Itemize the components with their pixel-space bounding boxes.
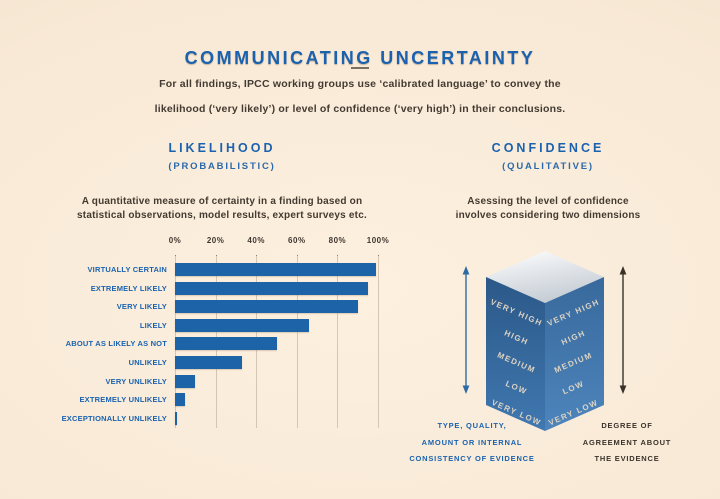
- evidence-caption-line-1: TYPE, QUALITY,: [437, 421, 507, 430]
- gridline: [296, 256, 298, 428]
- agreement-caption-line-1: DEGREE OF: [601, 421, 653, 430]
- bar: [175, 281, 368, 295]
- cube-right-face: [545, 277, 604, 431]
- bar-label: LIKELY: [139, 320, 167, 330]
- page-title: COMMUNICATING UNCERTAINTY: [184, 48, 536, 69]
- confidence-heading: CONFIDENCE: [491, 141, 605, 155]
- page-subtitle: For all findings, IPCC working groups us…: [0, 72, 720, 122]
- evidence-axis-arrow: [462, 266, 470, 394]
- x-axis-tick-label: 20%: [206, 236, 225, 245]
- bar-label: EXTREMELY UNLIKELY: [79, 395, 167, 405]
- agreement-arrowhead-down-icon: [619, 385, 627, 394]
- bar-label: VERY UNLIKELY: [105, 376, 167, 386]
- bar: [175, 374, 196, 388]
- bar-label: VIRTUALLY CERTAIN: [87, 265, 167, 274]
- agreement-caption-line-3: THE EVIDENCE: [594, 454, 660, 463]
- gridline: [378, 256, 379, 428]
- evidence-arrowhead-down-icon: [462, 385, 470, 394]
- likelihood-subheading: (PROBABILISTIC): [168, 161, 276, 172]
- agreement-arrowhead-up-icon: [619, 266, 627, 275]
- bar: [175, 300, 358, 314]
- likelihood-chart: 0% 20% 40% 60% 80% 100% VIRTUALLY CERTAIN EXTRE…: [61, 236, 393, 431]
- evidence-caption-line-3: CONSISTENCY OF EVIDENCE: [409, 454, 535, 463]
- evidence-axis-caption: TYPE, QUALITY, AMOUNT OR INTERNAL CONSIS…: [382, 418, 562, 468]
- bar-label: UNLIKELY: [128, 358, 167, 367]
- likelihood-section-header: LIKELIHOOD (PROBABILISTIC) A quantitativ…: [27, 141, 417, 222]
- gridline: [337, 256, 339, 428]
- bar-label: VERY LIKELY: [116, 302, 167, 312]
- confidence-description-line-2: involves considering two dimensions: [455, 209, 641, 221]
- agreement-caption-line-2: AGREEMENT ABOUT: [582, 437, 672, 447]
- agreement-axis-caption: DEGREE OF AGREEMENT ABOUT THE EVIDENCE: [537, 418, 717, 468]
- bar-label: EXTREMELY LIKELY: [90, 283, 167, 293]
- confidence-cube-figure: VERY HIGH HIGH MEDIUM LOW VERY LOW VERY …: [462, 251, 627, 431]
- subtitle-line-1: For all findings, IPCC working groups us…: [159, 78, 561, 90]
- bar: [175, 411, 178, 425]
- evidence-caption-line-2: AMOUNT OR INTERNAL: [421, 437, 523, 447]
- bar-label: ABOUT AS LIKELY AS NOT: [65, 339, 167, 349]
- bar: [175, 263, 376, 276]
- bar-label: EXCEPTIONALLY UNLIKELY: [61, 413, 167, 423]
- x-axis-tick-label: 0%: [168, 236, 182, 245]
- agreement-axis-arrow: [619, 266, 627, 394]
- likelihood-description-line-2: statistical observations, model results,…: [77, 209, 367, 221]
- x-axis-tick-label: 80%: [328, 236, 347, 245]
- subtitle-line-2: likelihood (‘very likely’) or level of c…: [154, 103, 566, 115]
- likelihood-heading: LIKELIHOOD: [168, 141, 276, 155]
- confidence-subheading: (QUALITATIVE): [502, 161, 594, 172]
- confidence-section-header: CONFIDENCE (QUALITATIVE) Asessing the le…: [408, 141, 688, 222]
- cube-left-face: [486, 277, 545, 431]
- bar: [175, 337, 277, 351]
- x-axis-tick-label: 60%: [288, 236, 306, 245]
- bar: [175, 356, 242, 369]
- x-axis-tick-label: 40%: [247, 236, 265, 245]
- title-divider: [351, 67, 369, 69]
- likelihood-description-line-1: A quantitative measure of certainty in a…: [81, 196, 363, 207]
- bar: [175, 318, 309, 332]
- bar: [175, 393, 186, 407]
- likelihood-description: A quantitative measure of certainty in a…: [27, 195, 417, 222]
- x-axis-tick-label: 100%: [366, 236, 390, 245]
- confidence-description: Asessing the level of confidence involve…: [408, 195, 688, 222]
- evidence-arrowhead-up-icon: [462, 266, 470, 275]
- confidence-description-line-1: Asessing the level of confidence: [467, 196, 629, 207]
